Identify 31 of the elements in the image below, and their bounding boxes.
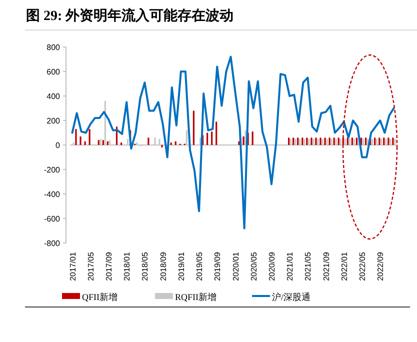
y-tick-label: 400 (46, 92, 61, 101)
x-tick-label: 2019/05 (195, 251, 204, 281)
x-tick-label: 2018/01 (122, 251, 132, 281)
y-tick-label: -200 (44, 166, 61, 174)
x-tick-label: 2017/01 (68, 251, 78, 281)
y-tick-label: -800 (44, 239, 61, 248)
x-tick-label: 2020/01 (231, 251, 240, 281)
x-tick-label: 2020/09 (267, 251, 276, 281)
legend-label: RQFII新增 (175, 292, 217, 302)
legend-label: 沪/深股通 (272, 292, 311, 302)
x-tick-label: 2021/05 (304, 251, 313, 281)
y-tick-label: -400 (44, 190, 61, 199)
x-tick-label: 2019/09 (213, 251, 222, 281)
y-tick-label: 0 (56, 141, 61, 150)
legend-label: QFII新增 (82, 292, 118, 302)
x-tick-label: 2022/01 (340, 251, 349, 281)
chart-title: 图 29: 外资明年流入可能存在波动 (26, 7, 234, 24)
y-tick-label: 600 (46, 68, 61, 76)
x-tick-label: 2020/05 (249, 251, 258, 281)
x-tick-label: 2019/01 (176, 251, 186, 281)
y-tick-label: 200 (46, 116, 61, 126)
x-tick-label: 2017/09 (104, 251, 114, 281)
x-tick-label: 2021/01 (286, 251, 295, 281)
x-tick-label: 2021/09 (322, 251, 331, 281)
y-tick-label: 800 (46, 43, 61, 52)
x-tick-label: 2018/09 (158, 251, 168, 281)
x-tick-label: 2022/09 (376, 251, 386, 281)
x-tick-label: 2018/05 (140, 251, 150, 281)
x-tick-label: 2017/05 (86, 251, 96, 281)
y-tick-label: -600 (44, 214, 61, 224)
x-tick-label: 2022/05 (358, 251, 368, 281)
